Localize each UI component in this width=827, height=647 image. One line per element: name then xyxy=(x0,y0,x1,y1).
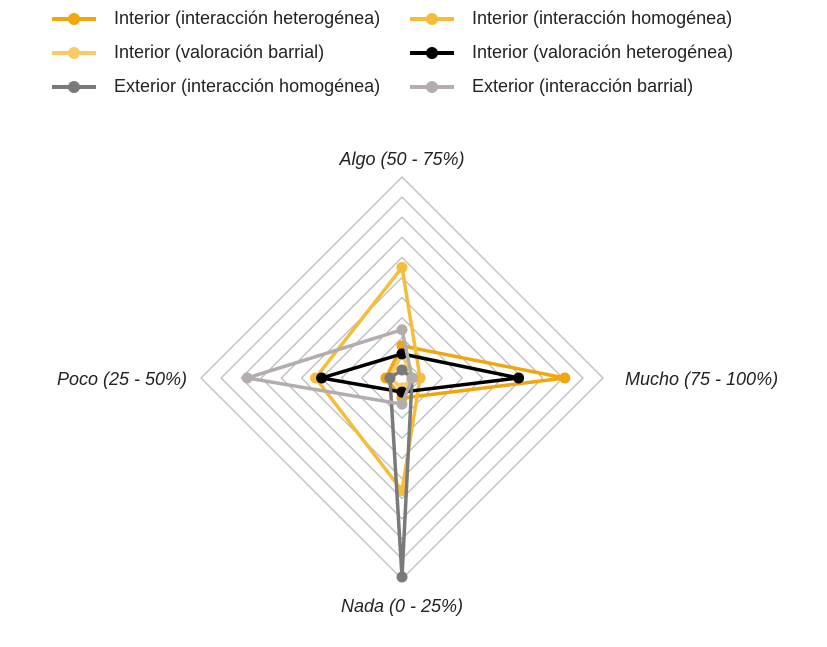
legend-label: Exterior (interacción barrial) xyxy=(472,76,693,96)
axis-label: Nada (0 - 25%) xyxy=(341,596,463,616)
series-point xyxy=(406,372,418,384)
grid-ring xyxy=(300,276,504,480)
series-point xyxy=(559,372,571,384)
grid-ring xyxy=(240,216,564,540)
axis-label: Poco (25 - 50%) xyxy=(57,369,187,389)
legend-marker xyxy=(68,81,80,93)
grid-ring xyxy=(260,236,544,520)
series-point xyxy=(241,372,253,384)
legend-label: Interior (interacción heterogénea) xyxy=(114,8,380,28)
legend-label: Interior (valoración barrial) xyxy=(114,42,324,62)
series-point xyxy=(396,261,408,273)
legend-marker xyxy=(68,47,80,59)
series-point xyxy=(396,398,408,410)
series-point xyxy=(396,571,408,583)
grid-ring xyxy=(360,336,444,420)
grid-ring xyxy=(280,256,524,500)
series-point xyxy=(316,372,328,384)
series-point xyxy=(513,372,525,384)
legend-marker xyxy=(426,47,438,59)
legend-label: Interior (interacción homogénea) xyxy=(472,8,732,28)
legend-marker xyxy=(68,13,80,25)
grid-ring xyxy=(220,196,584,560)
series-point xyxy=(396,364,408,376)
legend-marker xyxy=(426,13,438,25)
series-point xyxy=(396,324,408,336)
grid-ring xyxy=(320,296,484,460)
series-point xyxy=(384,372,396,384)
axis-label: Mucho (75 - 100%) xyxy=(625,369,778,389)
legend-marker xyxy=(426,81,438,93)
grid-ring xyxy=(340,316,464,440)
axis-label: Algo (50 - 75%) xyxy=(338,149,464,169)
legend-label: Interior (valoración heterogénea) xyxy=(472,42,733,62)
legend-label: Exterior (interacción homogénea) xyxy=(114,76,380,96)
series-point xyxy=(414,372,426,384)
